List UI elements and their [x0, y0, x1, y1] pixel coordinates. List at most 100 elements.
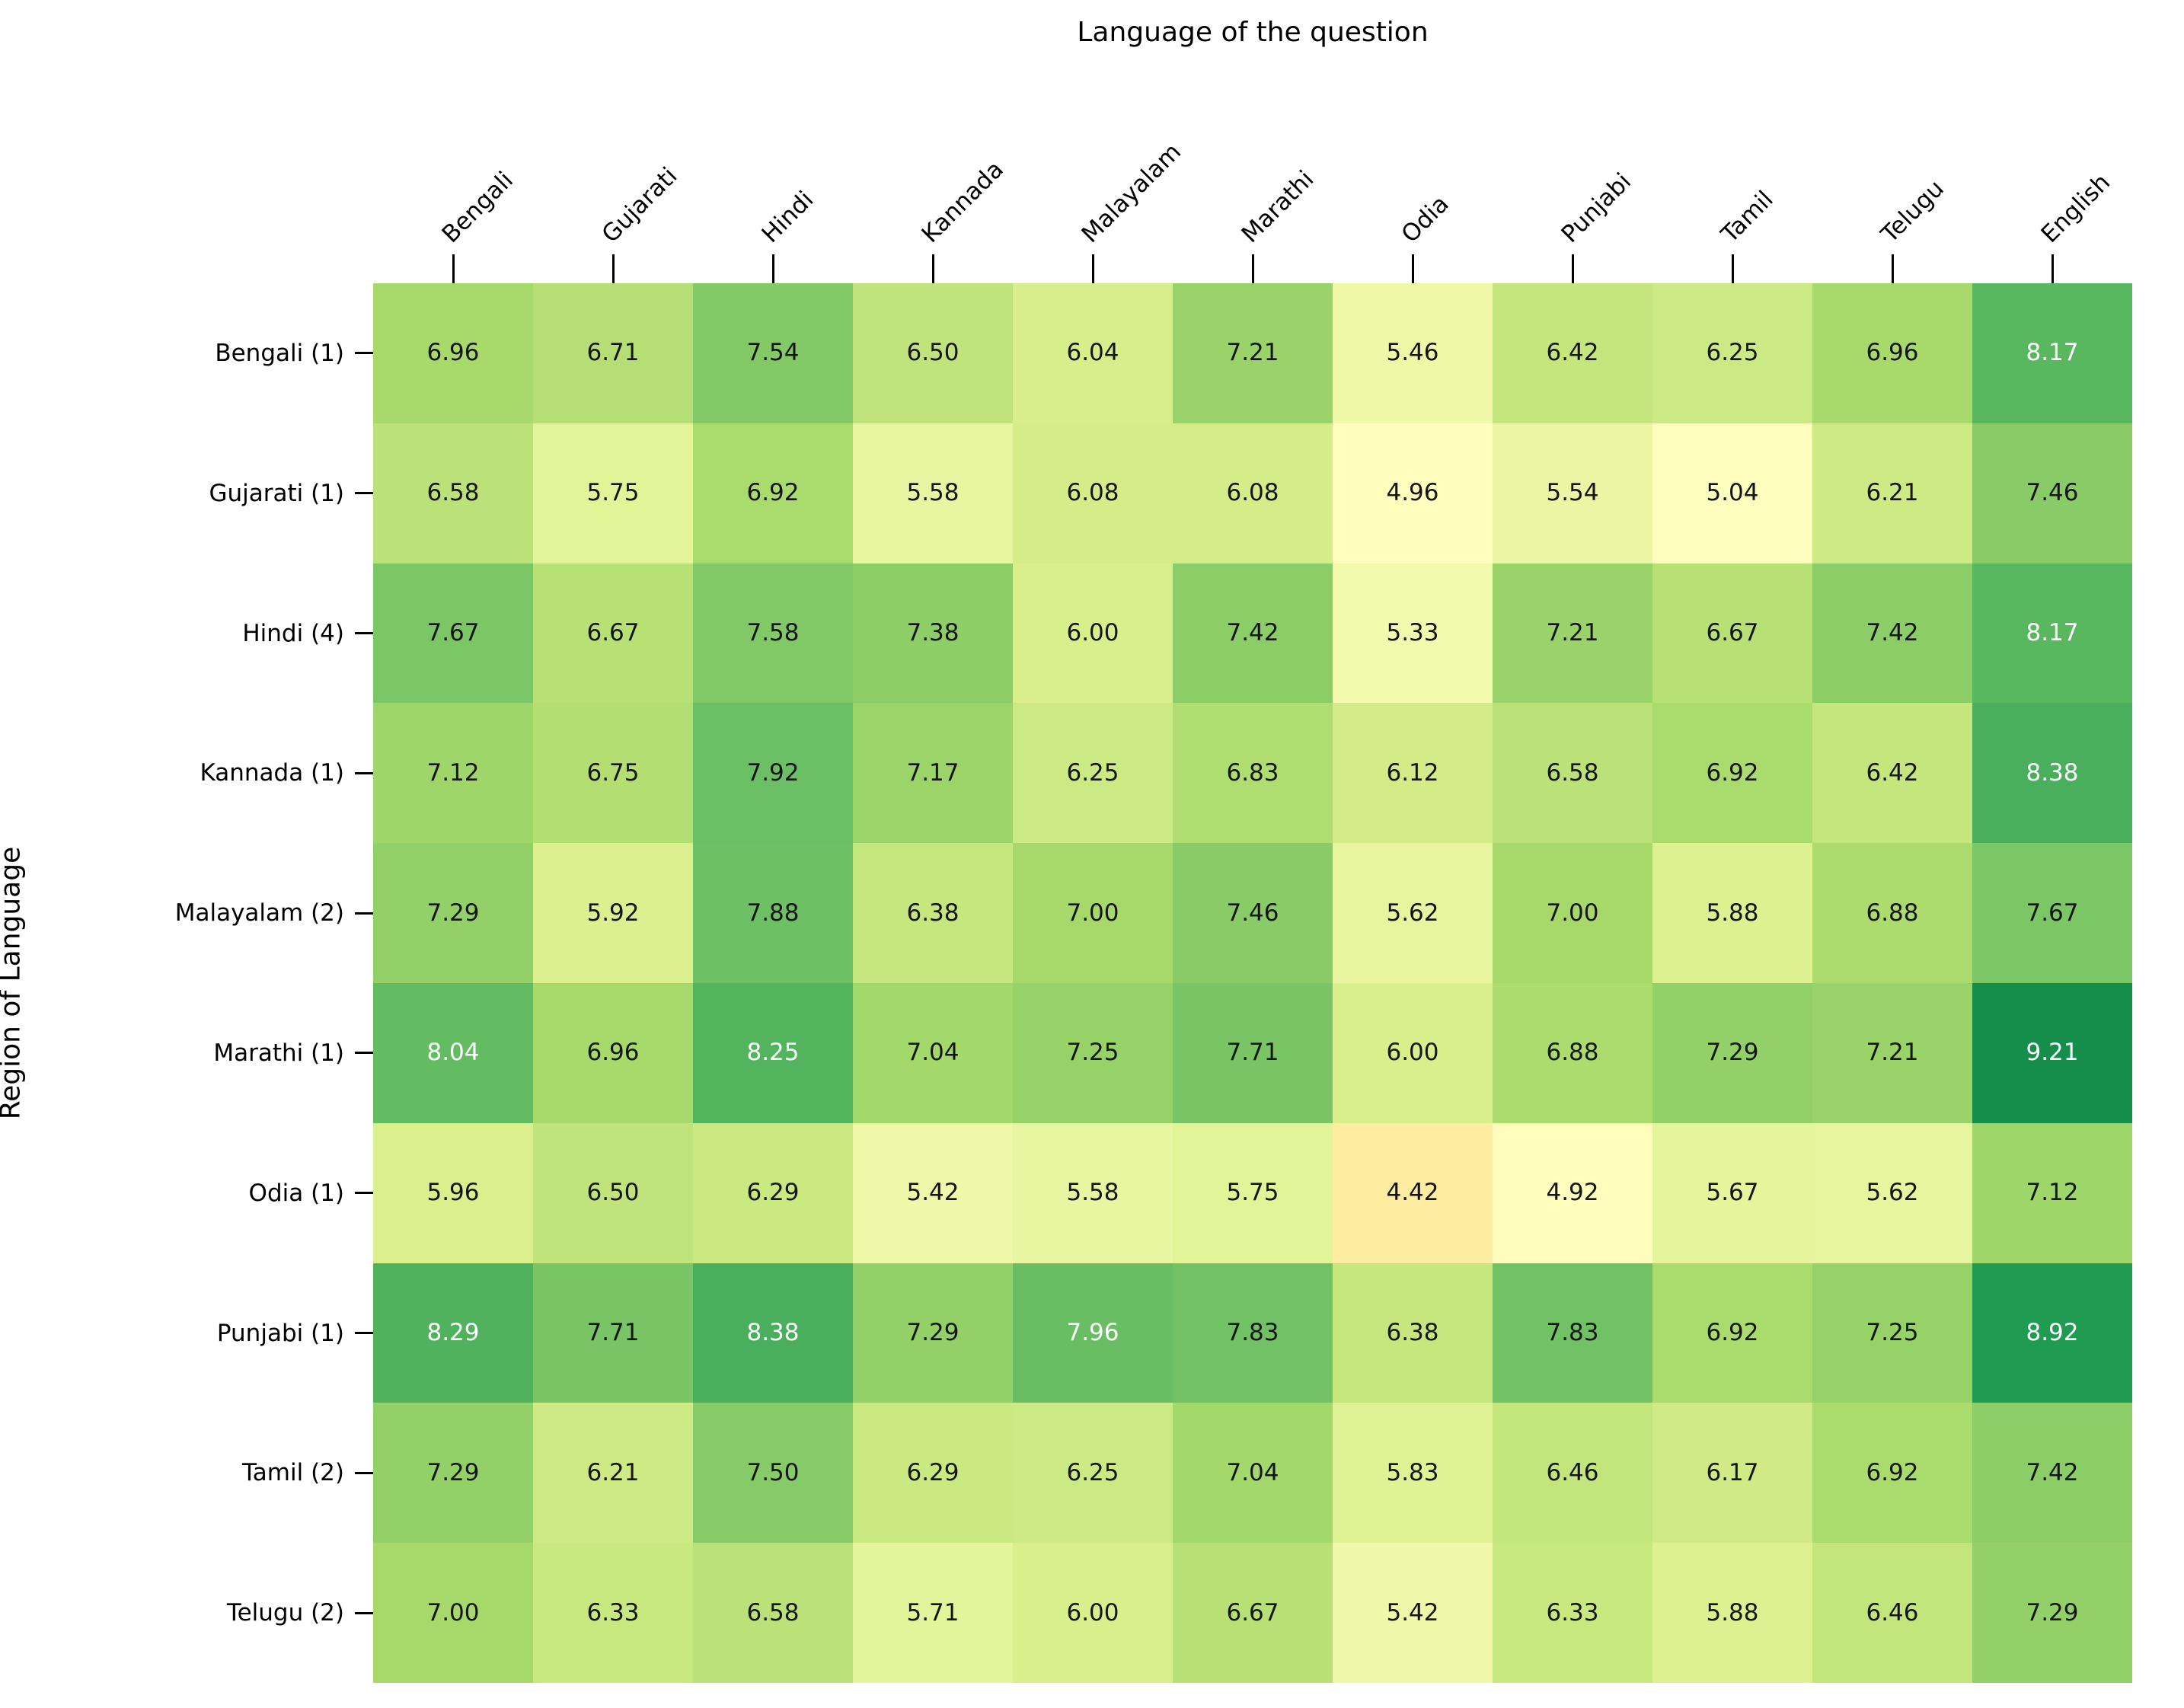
- y-tick-label: Gujarati (1): [209, 479, 344, 507]
- y-tick: [355, 911, 373, 915]
- heatmap-cell: 7.25: [1013, 983, 1173, 1123]
- heatmap-cell: 7.88: [693, 843, 853, 983]
- x-tick-label: Kannada: [916, 155, 1009, 248]
- heatmap-cell: 6.29: [693, 1122, 853, 1263]
- heatmap-cell: 7.92: [693, 703, 853, 844]
- heatmap-cell: 6.42: [1493, 283, 1652, 423]
- heatmap-cell: 7.25: [1812, 1263, 1972, 1403]
- y-tick: [355, 492, 373, 495]
- heatmap-cell: 4.92: [1493, 1122, 1652, 1263]
- heatmap-cell: 5.62: [1812, 1122, 1972, 1263]
- heatmap-cell: 6.67: [1652, 563, 1812, 704]
- heatmap-cell: 5.96: [373, 1122, 533, 1263]
- heatmap-cell: 6.75: [533, 703, 693, 844]
- heatmap-cell: 6.00: [1013, 1543, 1173, 1683]
- heatmap-cell: 5.67: [1652, 1122, 1812, 1263]
- heatmap-cell: 6.96: [373, 283, 533, 423]
- heatmap-cell: 6.00: [1013, 563, 1173, 704]
- x-tick: [1731, 254, 1734, 283]
- heatmap-cell: 8.25: [693, 983, 853, 1123]
- heatmap-cell: 6.92: [1652, 703, 1812, 844]
- y-tick: [355, 1332, 373, 1334]
- x-tick-label: Bengali: [436, 166, 519, 248]
- heatmap-cell: 6.25: [1013, 703, 1173, 844]
- heatmap-cell: 7.00: [1493, 843, 1652, 983]
- heatmap-cell: 7.29: [853, 1263, 1013, 1403]
- heatmap-cell: 5.71: [853, 1543, 1013, 1683]
- heatmap-cell: 7.42: [1972, 1403, 2132, 1544]
- heatmap-grid: 6.96 6.71 7.54 6.50 6.04 7.21 5.46 6.42 6.25 6.96…: [373, 283, 2132, 1683]
- heatmap-cell: 6.08: [1013, 423, 1173, 563]
- heatmap-cell: 6.33: [533, 1543, 693, 1683]
- heatmap-cell: 6.58: [1493, 703, 1652, 844]
- y-tick: [355, 352, 373, 355]
- x-tick: [1411, 254, 1414, 283]
- heatmap-cell: 9.21: [1972, 983, 2132, 1123]
- x-tick: [611, 254, 615, 283]
- heatmap-cell: 6.50: [533, 1122, 693, 1263]
- heatmap-cell: 7.38: [853, 563, 1013, 704]
- heatmap-cell: 7.67: [1972, 843, 2132, 983]
- heatmap-cell: 7.96: [1013, 1263, 1173, 1403]
- heatmap-cell: 6.38: [853, 843, 1013, 983]
- heatmap-cell: 4.96: [1333, 423, 1493, 563]
- x-tick-label: English: [2036, 168, 2116, 248]
- heatmap-cell: 5.58: [853, 423, 1013, 563]
- heatmap-cell: 6.92: [1652, 1263, 1812, 1403]
- heatmap-cell: 7.67: [373, 563, 533, 704]
- y-tick-label: Marathi (1): [213, 1039, 344, 1067]
- heatmap-cell: 7.71: [533, 1263, 693, 1403]
- x-tick: [452, 254, 455, 283]
- heatmap-cell: 7.42: [1812, 563, 1972, 704]
- y-tick-label: Tamil (2): [242, 1459, 344, 1487]
- heatmap-cell: 7.21: [1812, 983, 1972, 1123]
- heatmap-cell: 6.58: [373, 423, 533, 563]
- heatmap-cell: 6.46: [1493, 1403, 1652, 1544]
- heatmap-cell: 6.71: [533, 283, 693, 423]
- heatmap-cell: 5.54: [1493, 423, 1652, 563]
- heatmap-cell: 6.96: [533, 983, 693, 1123]
- heatmap-cell: 8.04: [373, 983, 533, 1123]
- heatmap-cell: 7.29: [1972, 1543, 2132, 1683]
- heatmap-cell: 7.46: [1173, 843, 1333, 983]
- y-tick-label: Hindi (4): [242, 619, 344, 647]
- heatmap-cell: 5.46: [1333, 283, 1493, 423]
- heatmap-cell: 6.67: [1173, 1543, 1333, 1683]
- x-tick-label: Malayalam: [1076, 138, 1187, 248]
- x-tick: [931, 254, 934, 283]
- heatmap-cell: 6.04: [1013, 283, 1173, 423]
- heatmap-cell: 6.92: [1812, 1403, 1972, 1544]
- heatmap-cell: 7.21: [1173, 283, 1333, 423]
- x-tick: [1571, 254, 1574, 283]
- y-tick-label: Kannada (1): [200, 759, 344, 787]
- y-tick: [355, 1192, 373, 1195]
- heatmap-cell: 6.92: [693, 423, 853, 563]
- heatmap-cell: 7.29: [373, 843, 533, 983]
- y-tick: [355, 771, 373, 774]
- heatmap-cell: 7.17: [853, 703, 1013, 844]
- x-tick-label: Marathi: [1236, 165, 1320, 248]
- heatmap-cell: 5.42: [1333, 1543, 1493, 1683]
- heatmap-cell: 5.04: [1652, 423, 1812, 563]
- heatmap-cell: 6.46: [1812, 1543, 1972, 1683]
- heatmap-cell: 8.92: [1972, 1263, 2132, 1403]
- heatmap-cell: 5.88: [1652, 843, 1812, 983]
- heatmap-cell: 7.54: [693, 283, 853, 423]
- x-axis-title: Language of the question: [1077, 17, 1429, 48]
- heatmap-cell: 8.17: [1972, 283, 2132, 423]
- heatmap-cell: 7.12: [1972, 1122, 2132, 1263]
- heatmap-cell: 7.83: [1493, 1263, 1652, 1403]
- y-tick-label: Telugu (2): [226, 1599, 344, 1627]
- y-axis-title: Region of Language: [0, 846, 27, 1120]
- heatmap-cell: 8.38: [1972, 703, 2132, 844]
- heatmap-cell: 7.21: [1493, 563, 1652, 704]
- heatmap-cell: 6.67: [533, 563, 693, 704]
- y-tick: [355, 632, 373, 634]
- heatmap-cell: 5.42: [853, 1122, 1013, 1263]
- y-tick-label: Bengali (1): [215, 339, 344, 367]
- heatmap-cell: 7.42: [1173, 563, 1333, 704]
- x-tick: [1891, 254, 1894, 283]
- heatmap-cell: 6.21: [1812, 423, 1972, 563]
- heatmap-cell: 6.88: [1812, 843, 1972, 983]
- heatmap-cell: 5.62: [1333, 843, 1493, 983]
